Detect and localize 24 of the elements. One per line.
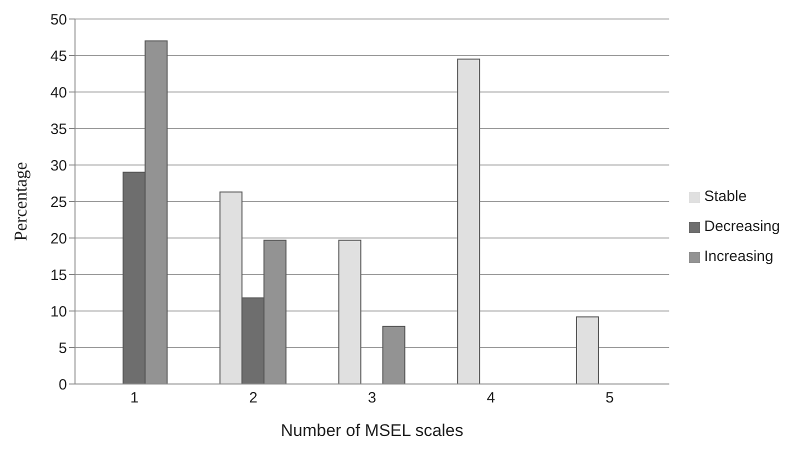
- y-tick-label: 45: [50, 48, 67, 65]
- x-tick-label: 1: [130, 390, 139, 407]
- y-tick-label: 40: [50, 84, 67, 102]
- y-tick-label: 30: [50, 157, 67, 174]
- x-tick-label: 4: [486, 390, 496, 407]
- legend-label: Decreasing: [704, 218, 780, 235]
- y-tick-label: 25: [50, 194, 67, 211]
- x-tick-label: 2: [249, 390, 258, 407]
- y-tick-label: 5: [58, 340, 67, 357]
- y-tick-label: 10: [50, 303, 67, 320]
- bar: [457, 58, 480, 384]
- legend-label: Increasing: [704, 248, 774, 265]
- legend-label: Stable: [704, 188, 747, 205]
- y-tick-label: 20: [50, 230, 67, 248]
- y-tick-label: 50: [50, 11, 67, 28]
- y-tick-label: 35: [50, 120, 67, 138]
- y-axis-title: Percentage: [10, 162, 30, 241]
- x-tick-label: 3: [368, 390, 376, 407]
- y-tick-label: 0: [58, 376, 67, 394]
- bar: [338, 240, 362, 384]
- bar: [576, 316, 599, 384]
- y-tick-label: 15: [50, 266, 67, 284]
- x-axis-title: Number of MSEL scales: [280, 421, 464, 440]
- x-tick-label: 5: [606, 390, 614, 407]
